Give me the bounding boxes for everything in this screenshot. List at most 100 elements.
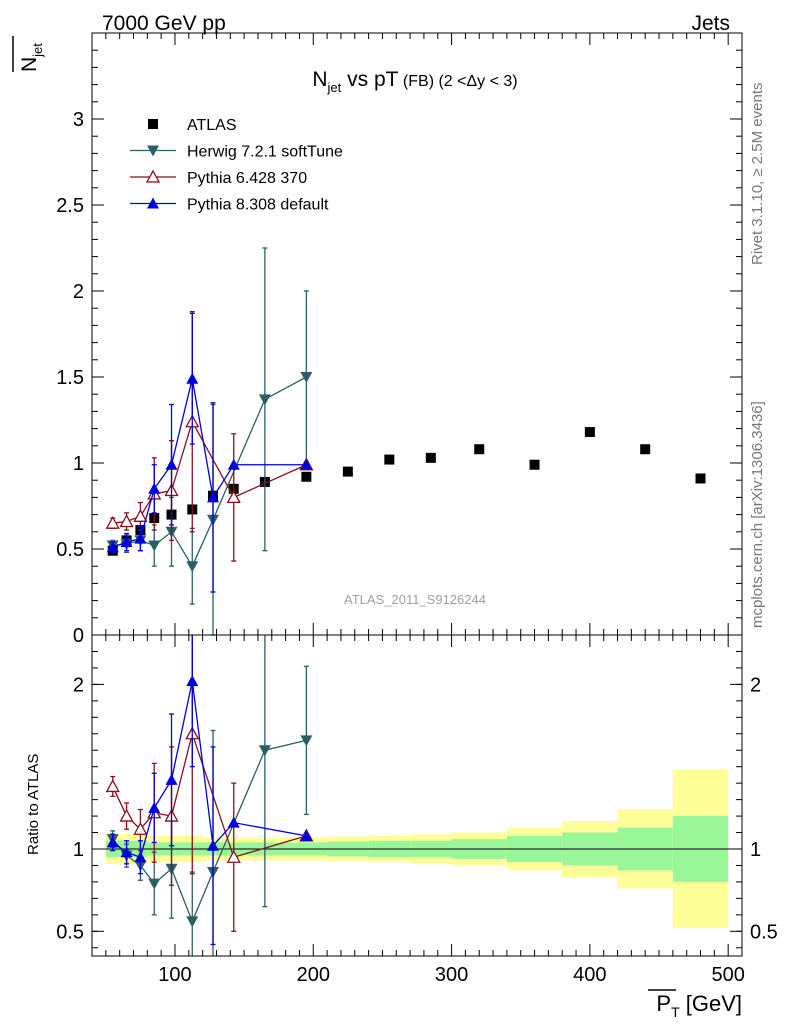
chart-title-rest: vs pT: [341, 68, 398, 91]
ratio-series-group: [105, 635, 314, 956]
ratio-y-tick-label: 1: [73, 839, 84, 861]
legend-atlas-marker: [148, 119, 158, 129]
ratio-x-tick-label: 300: [435, 964, 468, 986]
x-axis-label-main: P: [656, 991, 671, 1016]
legend-pythia8-label: Pythia 8.308 default: [187, 197, 329, 214]
main-pythia8-point: [106, 541, 119, 553]
main-y-axis-label-main: N: [18, 57, 41, 72]
main-pythia8-point: [120, 536, 133, 548]
ratio-pythia6-point: [105, 779, 120, 793]
main-pythia6-line: [112, 420, 307, 524]
plot-frames: [91, 32, 743, 957]
main-pythia6-point: [119, 514, 134, 528]
legend-pythia6-label: Pythia 6.428 370: [187, 170, 307, 187]
ratio-plot-frame: [91, 634, 743, 957]
main-atlas-point: [301, 471, 312, 482]
ratio-herwig-point: [186, 916, 199, 928]
main-herwig-point: [258, 394, 271, 406]
main-pythia8-line: [112, 378, 307, 548]
ratio-pythia8-point: [227, 816, 240, 828]
ratio-series-herwig: [106, 635, 313, 956]
ratio-y-tick-label-right: 2: [750, 674, 761, 696]
ratio-pythia8-point: [186, 675, 199, 687]
chart-title-small: (FB) (2 <Δy < 3): [398, 73, 517, 90]
ratio-x-tick-label: 200: [297, 964, 330, 986]
x-axis-label: PT [GeV]: [656, 991, 742, 1020]
main-herwig-point: [300, 372, 313, 383]
main-pythia8-point: [227, 458, 240, 470]
ratio-y-tick-label: 2: [73, 674, 84, 696]
main-y-tick-label: 1.5: [56, 367, 84, 389]
ratio-pythia8-point: [120, 846, 133, 858]
main-pythia6-point: [133, 508, 148, 522]
main-atlas-point: [584, 427, 595, 438]
main-pythia6-point: [226, 490, 241, 504]
legend-pythia8-marker: [147, 197, 159, 209]
legend-atlas-label: ATLAS: [187, 117, 237, 134]
main-y-axis-label-sub: jet: [30, 43, 45, 58]
main-atlas-point: [425, 452, 436, 463]
ratio-pythia8-point: [134, 851, 147, 863]
main-atlas-point: [695, 473, 706, 484]
ratio-x-tick-label: 400: [573, 964, 606, 986]
ratio-pythia6-point: [133, 821, 148, 835]
main-atlas-point: [474, 444, 485, 455]
chart-title: Njet vs pT (FB) (2 <Δy < 3): [312, 68, 517, 95]
main-herwig-point: [186, 561, 199, 573]
x-axis-label-unit: [GeV]: [680, 991, 742, 1016]
main-series-group: [105, 247, 706, 636]
main-pythia8-point: [186, 372, 199, 384]
rivet-side-label: Rivet 3.1.10, ≥ 2.5M events: [749, 83, 766, 266]
main-pythia8-point: [148, 482, 161, 494]
text-layer: 7000 GeV pp Jets ATLAS_2011_S9126244 Riv…: [12, 12, 766, 1020]
legend: ATLAS Herwig 7.2.1 softTune Pythia 6.428 3…: [130, 117, 343, 214]
main-y-tick-label: 2: [73, 281, 84, 303]
ratio-herwig-point: [148, 878, 161, 890]
ratio-y-tick-label-right: 1: [750, 839, 761, 861]
header-left-label: 7000 GeV pp: [102, 12, 226, 35]
legend-pythia6-marker: [145, 169, 161, 183]
main-y-tick-label: 3: [73, 109, 84, 131]
mcplots-side-label: mcplots.cern.ch [arXiv:1306.3436]: [749, 401, 766, 628]
ratio-x-tick-label: 100: [158, 964, 191, 986]
main-pythia8-point: [300, 458, 313, 470]
ratio-y-tick-label-right: 0.5: [750, 921, 778, 943]
main-series-herwig: [106, 247, 313, 636]
ratio-x-tick-label: 500: [711, 964, 744, 986]
ratio-pythia6-point: [226, 849, 241, 863]
chart-title-main: N: [312, 68, 327, 91]
main-pythia6-point: [105, 515, 120, 529]
main-series-pythia8: [106, 312, 313, 593]
ratio-y-axis-label: Ratio to ATLAS: [25, 754, 42, 855]
ratio-series-pythia8: [106, 635, 313, 946]
ratio-y-tick-label: 0.5: [56, 921, 84, 943]
main-atlas-point: [384, 454, 395, 465]
main-y-tick-label: 0.5: [56, 539, 84, 561]
ratio-pythia6-point: [119, 808, 134, 822]
ratio-pythia8-point: [207, 839, 220, 851]
axis-ticks: 0 0.5 1 1.5 2 2.5 3 100 200 300 400 500 0.5 0.5 1 1 2 2: [56, 32, 778, 986]
header-right-label: Jets: [691, 12, 730, 35]
main-herwig-point: [148, 540, 161, 552]
main-pythia8-point: [134, 532, 147, 544]
main-pythia8-point: [207, 491, 220, 503]
main-y-axis-label: Njet: [18, 43, 45, 72]
chart-title-sub: jet: [327, 80, 342, 95]
main-y-tick-label: 0: [73, 625, 84, 647]
ratio-pythia8-point: [165, 773, 178, 785]
ratio-herwig-point: [300, 735, 313, 747]
ratio-herwig-point: [258, 745, 271, 757]
legend-herwig-marker: [147, 145, 159, 157]
main-series-atlas: [107, 427, 706, 556]
ratio-pythia8-point: [300, 829, 313, 841]
ratio-series-pythia6: [105, 635, 314, 932]
main-series-pythia6: [105, 310, 314, 562]
main-atlas-point: [529, 459, 540, 470]
ratio-pythia8-point: [148, 801, 161, 813]
main-y-tick-label: 2.5: [56, 195, 84, 217]
main-atlas-point: [342, 466, 353, 477]
main-pythia8-point: [165, 458, 178, 470]
ratio-pythia8-point: [106, 836, 119, 848]
watermark-label: ATLAS_2011_S9126244: [344, 592, 486, 607]
